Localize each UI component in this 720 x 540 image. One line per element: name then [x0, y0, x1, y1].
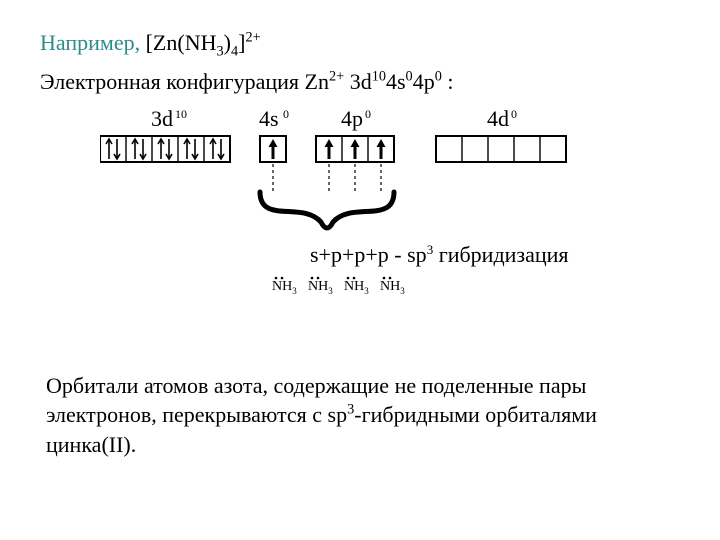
orbital-group-4d: 4d0: [436, 108, 566, 162]
svg-text:0: 0: [283, 108, 289, 121]
example-label: Например,: [40, 30, 140, 55]
page: Например, [Zn(NH3)4]2+ Электронная конфи…: [0, 0, 720, 540]
orbital-diagram: 3d104s04p04d0s+p+p+p - sp3 гибридизацияN…: [100, 108, 620, 353]
svg-text:4d: 4d: [487, 108, 509, 131]
orbital-group-4s: 4s 0: [259, 108, 289, 192]
brace: [260, 192, 394, 228]
svg-text:0: 0: [365, 108, 371, 121]
svg-text:3d: 3d: [151, 108, 173, 131]
nh3-label: NH3: [344, 279, 369, 296]
orbital-group-4p: 4p0: [316, 108, 394, 192]
example-line: Например, [Zn(NH3)4]2+: [40, 28, 680, 59]
complex-formula: [Zn(NH3)4]2+: [146, 30, 261, 55]
svg-text:0: 0: [511, 108, 517, 121]
orbital-svg: 3d104s04p04d0s+p+p+p - sp3 гибридизацияN…: [100, 108, 620, 348]
svg-text:4s: 4s: [259, 108, 279, 131]
diagram-wrap: 3d104s04p04d0s+p+p+p - sp3 гибридизацияN…: [40, 108, 720, 353]
config-line: Электронная конфигурация Zn2+ 3d104s04p0…: [40, 67, 680, 98]
nh3-label: NH3: [272, 279, 297, 296]
hybridization-text: s+p+p+p - sp3 гибридизация: [310, 242, 569, 267]
svg-text:10: 10: [175, 108, 187, 121]
orbital-group-3d: 3d10: [100, 108, 230, 162]
nh3-label: NH3: [308, 279, 333, 296]
nh3-label: NH3: [380, 279, 405, 296]
svg-text:4p: 4p: [341, 108, 363, 131]
explanation-paragraph: Орбитали атомов азота, содержащие не под…: [40, 371, 680, 460]
